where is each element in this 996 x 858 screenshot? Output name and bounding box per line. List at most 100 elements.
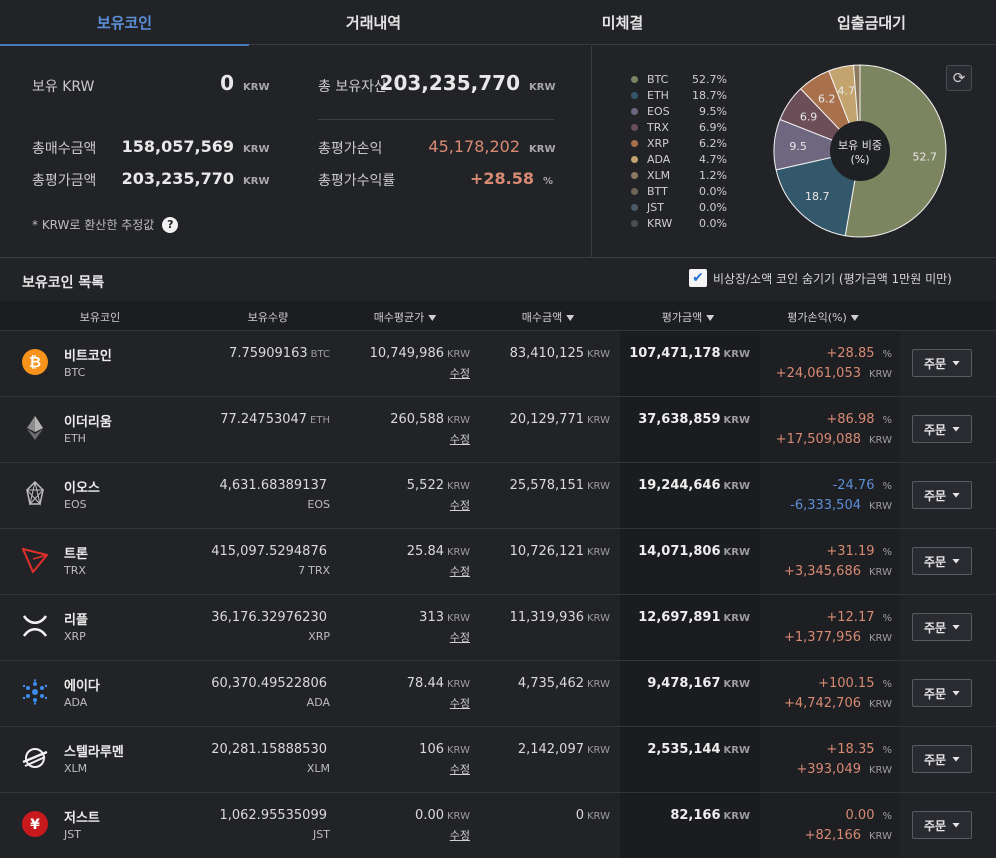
col-avg-sort[interactable]: 매수평균가: [360, 309, 450, 325]
refresh-icon[interactable]: ⟳: [946, 65, 972, 91]
krw-unit: KRW: [447, 415, 470, 426]
tab-pending[interactable]: 미체결: [601, 14, 644, 32]
legend-name: KRW: [647, 216, 673, 230]
chart-legend: BTC 52.7% ETH 18.7% EOS 9.5% TRX 6.9% XRP 6.2% ADA…: [631, 71, 727, 231]
legend-item: BTC 52.7%: [631, 71, 727, 87]
table-row[interactable]: 이오스 EOS 4,631.68389137 EOS 5,522 KRW 수정 25,578,…: [0, 463, 996, 529]
pl-rate-value: +12.17: [826, 610, 875, 625]
eval-amount-value: 37,638,859: [638, 412, 721, 427]
edit-avg-link[interactable]: 수정: [449, 565, 470, 578]
holding-qty: 60,370.49522806: [211, 676, 330, 691]
table-row[interactable]: ₿ 비트코인 BTC 7.75909163 BTC 10,749,986 KRW 수정 83,4…: [0, 331, 996, 397]
order-button[interactable]: 주문: [912, 679, 972, 707]
help-icon[interactable]: ?: [162, 216, 179, 233]
pie-slice-label: 6.2: [818, 93, 836, 106]
pl-rate: -24.76%: [833, 478, 892, 493]
coin-name[interactable]: 에이다: [64, 679, 100, 694]
coin-name[interactable]: 저스트: [64, 811, 100, 826]
krw-unit: KRW: [869, 501, 892, 512]
table-row[interactable]: 트론 TRX 415,097.5294876 7 TRX 25.84 KRW 수정 10,726…: [0, 529, 996, 595]
total-eval-label: 총평가금액: [32, 173, 97, 189]
tab-deposit-wait[interactable]: 입출금대기: [836, 14, 906, 32]
legend-dot: [631, 75, 638, 83]
pie-center-label: 보유 비중: [838, 139, 882, 152]
order-button[interactable]: 주문: [912, 745, 972, 773]
order-button[interactable]: 주문: [912, 415, 972, 443]
avg-buy-price-value: 106: [419, 742, 444, 757]
table-row[interactable]: 이더리움 ETH 77.24753047 ETH 260,588 KRW 수정 20,129,…: [0, 397, 996, 463]
coin-name[interactable]: 이오스: [64, 481, 100, 496]
chevron-down-icon: [952, 360, 961, 366]
coin-symbol: ETH: [64, 432, 86, 445]
krw-unit: KRW: [587, 745, 610, 756]
col-pl-sort[interactable]: 평가손익(%): [778, 309, 868, 325]
table-row[interactable]: 에이다 ADA 60,370.49522806 ADA 78.44 KRW 수정 4,735,…: [0, 661, 996, 727]
edit-avg-link[interactable]: 수정: [449, 763, 470, 776]
edit-avg-link[interactable]: 수정: [449, 829, 470, 842]
pct-unit: %: [882, 349, 892, 360]
col-buy-sort[interactable]: 매수금액: [508, 309, 588, 325]
order-label: 주문: [923, 752, 947, 767]
coin-name[interactable]: 스텔라루멘: [64, 745, 124, 760]
coin-name[interactable]: 이더리움: [64, 415, 112, 430]
order-button[interactable]: 주문: [912, 547, 972, 575]
holding-qty-line2: XLM: [304, 762, 330, 775]
pl-rate: +86.98%: [826, 412, 892, 427]
avg-buy-price-value: 78.44: [406, 676, 444, 691]
pl-rate-value: 0.00: [845, 808, 875, 823]
tab-history[interactable]: 거래내역: [345, 14, 402, 32]
pl-amount-value: +3,345,686: [783, 564, 861, 579]
eval-cell-bg: [620, 595, 760, 660]
krw-unit: KRW: [723, 679, 750, 690]
pl-rate-value: +86.98: [826, 412, 875, 427]
pl-amount-value: +393,049: [796, 762, 861, 777]
edit-avg-link[interactable]: 수정: [449, 367, 470, 380]
order-button[interactable]: 주문: [912, 481, 972, 509]
tab-holdings[interactable]: 보유코인: [0, 0, 249, 46]
edit-avg-link[interactable]: 수정: [449, 697, 470, 710]
holding-qty-value: 1,062.95535099: [219, 808, 327, 823]
pl-amount: +24,061,053 KRW: [776, 366, 892, 381]
krw-unit: KRW: [869, 699, 892, 710]
pie-slice-label: 6.9: [800, 110, 818, 123]
order-button[interactable]: 주문: [912, 811, 972, 839]
coin-name[interactable]: 비트코인: [64, 349, 112, 364]
krw-unit: KRW: [869, 633, 892, 644]
legend-pct: 0.0%: [699, 216, 727, 230]
total-buy-unit: KRW: [243, 144, 270, 155]
pl-cell-bg: [760, 661, 900, 726]
pl-rate-value: +28.85: [826, 346, 875, 361]
pl-amount-value: +4,742,706: [783, 696, 861, 711]
holding-qty: 36,176.32976230: [211, 610, 330, 625]
tab-bar: 보유코인 거래내역 미체결 입출금대기: [0, 0, 996, 46]
edit-avg-link[interactable]: 수정: [449, 499, 470, 512]
krw-unit: KRW: [447, 349, 470, 360]
table-row[interactable]: 스텔라루멘 XLM 20,281.15888530 XLM 106 KRW 수정 2,142,…: [0, 727, 996, 793]
eval-amount-value: 2,535,144: [647, 742, 721, 757]
legend-pct: 6.9%: [699, 120, 727, 134]
order-button[interactable]: 주문: [912, 349, 972, 377]
pl-rate: +28.85%: [826, 346, 892, 361]
col-eval-sort[interactable]: 평가금액: [648, 309, 728, 325]
cardano-icon: [22, 679, 48, 705]
table-row[interactable]: ¥ 저스트 JST 1,062.95535099 JST 0.00 KRW 수정 0 KRW 82,…: [0, 793, 996, 858]
coin-name[interactable]: 트론: [64, 547, 88, 562]
buy-amount-value: 25,578,151: [509, 478, 584, 493]
order-button[interactable]: 주문: [912, 613, 972, 641]
pl-cell-bg: [760, 793, 900, 858]
table-row[interactable]: 리플 XRP 36,176.32976230 XRP 313 KRW 수정 11,319,93…: [0, 595, 996, 661]
coin-symbol: XLM: [64, 762, 88, 775]
hide-small-checkbox[interactable]: ✔: [689, 269, 707, 287]
bitcoin-icon: ₿: [22, 349, 48, 375]
legend-name: TRX: [647, 120, 669, 134]
holding-qty-line2: 7 TRX: [298, 564, 330, 577]
edit-avg-link[interactable]: 수정: [449, 433, 470, 446]
legend-pct: 6.2%: [699, 136, 727, 150]
eval-amount: 14,071,806 KRW: [638, 544, 750, 559]
pl-amount: +1,377,956 KRW: [784, 630, 892, 645]
hide-small-coins-option[interactable]: ✔ 비상장/소액 코인 숨기기 (평가금액 1만원 미만): [689, 269, 952, 287]
edit-avg-link[interactable]: 수정: [449, 631, 470, 644]
coin-name[interactable]: 리플: [64, 613, 88, 628]
holding-qty-line2: ADA: [304, 696, 330, 709]
qty-unit: JST: [313, 828, 330, 841]
